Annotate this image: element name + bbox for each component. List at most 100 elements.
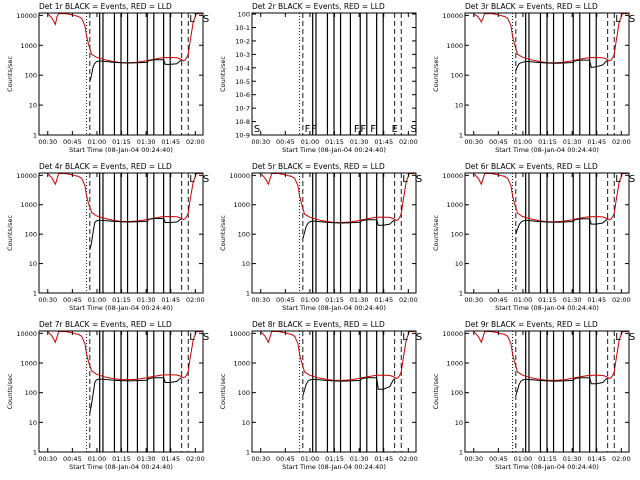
plot-frame (251, 172, 417, 294)
y-tick-label: 1 (246, 290, 250, 298)
y-tick-label: 10 (242, 260, 250, 268)
y-axis-label: Counts/sec (219, 56, 227, 92)
x-tick-label: 01:15 (112, 296, 131, 304)
panel-title: Det 4r BLACK = Events, RED = LLD (39, 162, 172, 171)
plot-frame (38, 330, 204, 453)
x-axis-label: Start Time (08-Jan-04 00:24:40) (69, 463, 173, 471)
y-tick-label: 10000 (16, 12, 37, 20)
x-tick-label: 01:15 (325, 296, 344, 304)
x-tick-label: 01:30 (137, 455, 156, 463)
x-tick-label: 00:30 (464, 138, 483, 146)
x-tick-label: 01:15 (325, 455, 344, 463)
x-tick-label: 02:00 (612, 138, 631, 146)
y-tick-label: 10-7 (235, 105, 250, 113)
panel-title: Det 7r BLACK = Events, RED = LLD (39, 320, 172, 329)
plot-frame (38, 172, 204, 294)
panel-det-5: Det 5r BLACK = Events, RED = LLD L S 1 10 100… (219, 162, 422, 312)
plot-frame (464, 330, 630, 453)
y-tick-label: 10000 (229, 330, 250, 338)
x-tick-label: 01:30 (137, 138, 156, 146)
x-tick-label: 00:45 (276, 296, 295, 304)
x-tick-label: 01:30 (563, 296, 582, 304)
x-tick-label: 01:00 (88, 455, 107, 463)
y-tick-label: 100 (25, 72, 37, 80)
mode-marker-label: S (629, 174, 635, 185)
mode-marker-label: L (189, 332, 195, 343)
x-axis-label: Start Time (08-Jan-04 00:24:40) (282, 146, 386, 154)
y-tick-label: 10 (455, 419, 463, 427)
y-tick-label: 10-3 (235, 51, 250, 59)
x-tick-label: 00:45 (489, 455, 508, 463)
panel-title: Det 2r BLACK = Events, RED = LLD (252, 2, 385, 11)
y-axis-label: Counts/sec (432, 373, 440, 409)
y-tick-label: 1 (33, 290, 37, 298)
y-tick-label: 10000 (16, 172, 37, 180)
panel-title: Det 8r BLACK = Events, RED = LLD (252, 320, 385, 329)
x-axis-label: Start Time (08-Jan-04 00:24:40) (69, 304, 173, 312)
mode-marker-label: L (615, 174, 621, 185)
mode-marker-label: L (402, 332, 408, 343)
mode-marker-label: S (629, 332, 635, 343)
events-series-line (302, 219, 395, 239)
x-tick-label: 01:15 (112, 138, 131, 146)
y-axis-label: Counts/sec (6, 56, 14, 92)
x-tick-label: 00:30 (251, 455, 270, 463)
x-tick-label: 01:00 (301, 296, 320, 304)
panel-det-1: Det 1r BLACK = Events, RED = LLD L S 1 10 100… (6, 2, 209, 154)
events-series-line (89, 59, 182, 82)
x-tick-label: 01:15 (112, 455, 131, 463)
mode-marker-label: L (615, 14, 621, 25)
x-tick-label: 01:45 (161, 296, 180, 304)
x-tick-label: 00:30 (38, 455, 57, 463)
mode-marker-label: L (189, 174, 195, 185)
mode-marker-label: L (189, 14, 195, 25)
mode-marker-label: S (629, 14, 635, 25)
y-axis-label: Counts/sec (432, 215, 440, 251)
y-tick-label: 10 (242, 419, 250, 427)
panel-det-9: Det 9r BLACK = Events, RED = LLD L S 1 10 100… (432, 320, 635, 471)
y-tick-label: 10 (455, 260, 463, 268)
y-tick-label: 10-9 (235, 132, 250, 140)
x-tick-label: 01:00 (301, 138, 320, 146)
x-axis-label: Start Time (08-Jan-04 00:24:40) (282, 463, 386, 471)
x-tick-label: 00:30 (464, 296, 483, 304)
mode-marker-label: L (615, 332, 621, 343)
y-tick-label: 1000 (20, 42, 37, 50)
y-tick-label: 10 (29, 260, 37, 268)
panel-title: Det 1r BLACK = Events, RED = LLD (39, 2, 172, 11)
x-tick-label: 01:45 (161, 138, 180, 146)
mode-marker-label: F (305, 124, 311, 135)
y-tick-label: 100 (451, 72, 463, 80)
y-tick-label: 100 (238, 11, 250, 19)
lld-series-line (47, 13, 202, 64)
x-axis-label: Start Time (08-Jan-04 00:24:40) (69, 146, 173, 154)
x-tick-label: 00:45 (63, 455, 82, 463)
x-tick-label: 01:00 (514, 296, 533, 304)
y-tick-label: 1 (459, 290, 463, 298)
y-tick-label: 10-4 (235, 64, 250, 72)
x-tick-label: 02:00 (186, 138, 205, 146)
x-tick-label: 01:15 (325, 138, 344, 146)
lld-series-line (47, 173, 202, 222)
x-tick-label: 01:45 (374, 138, 393, 146)
y-axis-label: Counts/sec (6, 373, 14, 409)
x-tick-label: 02:00 (186, 455, 205, 463)
mode-marker-label: S (416, 174, 422, 185)
x-axis-label: Start Time (08-Jan-04 00:24:40) (495, 146, 599, 154)
mode-marker-label: S (203, 332, 209, 343)
events-series-line (89, 218, 182, 250)
x-tick-label: 00:45 (489, 296, 508, 304)
events-series-line (515, 377, 608, 396)
x-axis-label: Start Time (08-Jan-04 00:24:40) (282, 304, 386, 312)
x-tick-label: 02:00 (186, 296, 205, 304)
x-tick-label: 02:00 (399, 455, 418, 463)
y-tick-label: 1000 (233, 201, 250, 209)
mode-marker-label: S (203, 174, 209, 185)
panel-det-6: Det 6r BLACK = Events, RED = LLD L S 1 10 100… (432, 162, 635, 312)
x-tick-label: 00:30 (251, 296, 270, 304)
x-tick-label: 01:00 (88, 138, 107, 146)
y-tick-label: 1000 (20, 360, 37, 368)
y-tick-label: 1000 (446, 42, 463, 50)
mode-marker-label: F (370, 124, 376, 135)
y-tick-label: 1000 (446, 360, 463, 368)
